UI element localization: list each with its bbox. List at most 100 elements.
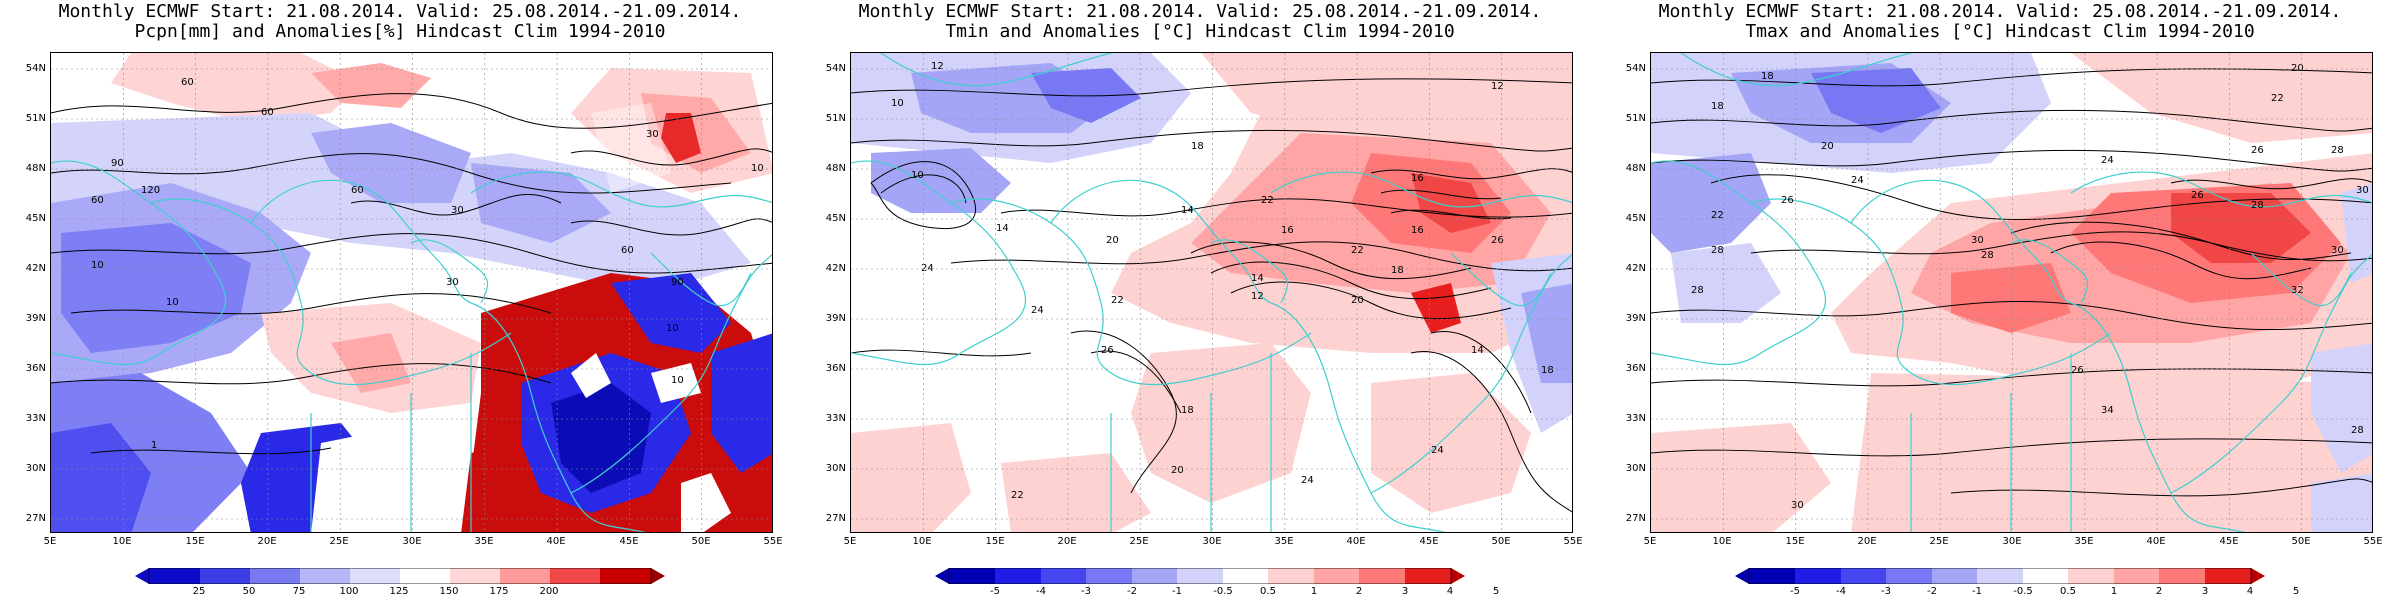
colorbar-label: -5 xyxy=(1790,586,1800,597)
contour-label: 24 xyxy=(1851,175,1864,186)
colorbar-swatch xyxy=(149,568,200,584)
contour-label: 30 xyxy=(1791,500,1804,511)
lat-label: 33N xyxy=(1625,413,1646,424)
lat-label: 42N xyxy=(825,263,846,274)
colorbar-swatch xyxy=(1223,568,1268,584)
contour-label: 18 xyxy=(1181,405,1194,416)
map-tmin: 12 10 12 10 14 16 18 22 14 20 16 22 24 2… xyxy=(850,52,1573,533)
lon-label: 45E xyxy=(2219,536,2239,547)
colorbar-label: 25 xyxy=(192,586,206,597)
contour-label: 16 xyxy=(1411,225,1424,236)
lon-label: 30E xyxy=(402,536,422,547)
lat-label: 36N xyxy=(1625,363,1646,374)
coastlines xyxy=(1651,53,2372,532)
colorbar-label: 75 xyxy=(292,586,306,597)
lon-label: 55E xyxy=(1563,536,1583,547)
lat-label: 39N xyxy=(1625,313,1646,324)
lat-label: 30N xyxy=(825,463,846,474)
anomaly-shading xyxy=(51,53,772,532)
contour-label: 24 xyxy=(1031,305,1044,316)
contour-label: 24 xyxy=(2101,155,2114,166)
contour-label: 22 xyxy=(1351,245,1364,256)
contour-label: 26 xyxy=(2071,365,2084,376)
contour-label: 20 xyxy=(1821,141,1834,152)
contour-label: 14 xyxy=(1471,345,1484,356)
lat-label: 27N xyxy=(25,513,46,524)
contour-label: 60 xyxy=(91,195,104,206)
contour-label: 22 xyxy=(1011,490,1024,501)
contour-label: 12 xyxy=(1491,81,1504,92)
coastlines xyxy=(851,53,1572,532)
lon-label: 5E xyxy=(1643,536,1657,547)
lon-label: 50E xyxy=(1491,536,1511,547)
grid-lines xyxy=(851,53,1572,532)
colorbar-svg xyxy=(135,568,665,584)
colorbar-arrow-left xyxy=(935,568,949,584)
colorbar-label: -3 xyxy=(1881,586,1891,597)
contour-label: 60 xyxy=(621,245,634,256)
colorbar-arrow-right xyxy=(651,568,665,584)
colorbar-swatch xyxy=(2114,568,2159,584)
lat-label: 54N xyxy=(1625,63,1646,74)
colorbar-swatch xyxy=(1405,568,1451,584)
coastlines xyxy=(51,160,772,532)
contour-label-group: 60 60 90 120 60 60 30 10 30 10 10 1 10 3… xyxy=(91,77,764,451)
lat-label: 45N xyxy=(1625,213,1646,224)
colorbar-label: 150 xyxy=(439,586,459,597)
colorbar-swatch xyxy=(1841,568,1886,584)
lat-label: 42N xyxy=(1625,263,1646,274)
colorbar xyxy=(135,568,665,584)
colorbar-label: 2 xyxy=(1355,586,1363,597)
lat-label: 54N xyxy=(25,63,46,74)
lat-label: 51N xyxy=(1625,113,1646,124)
lat-label: 39N xyxy=(825,313,846,324)
lat-label: 48N xyxy=(25,163,46,174)
colorbar-swatch xyxy=(1749,568,1795,584)
colorbar-label: -0.5 xyxy=(2013,586,2033,597)
contour-label: 30 xyxy=(2331,245,2344,256)
panel-tmax: Monthly ECMWF Start: 21.08.2014. Valid: … xyxy=(1600,0,2400,600)
colorbar-svg xyxy=(1735,568,2265,584)
colorbar-label: 200 xyxy=(539,586,559,597)
lat-label: 51N xyxy=(825,113,846,124)
lat-label: 39N xyxy=(25,313,46,324)
contour-label: 20 xyxy=(1106,235,1119,246)
contour-label: 20 xyxy=(1351,295,1364,306)
colorbar-swatch xyxy=(1314,568,1359,584)
contour-label: 90 xyxy=(111,158,124,169)
contour-label: 16 xyxy=(1411,173,1424,184)
contour-label: 10 xyxy=(671,375,684,386)
colorbar-label: 4 xyxy=(2246,586,2254,597)
panel-tmin: Monthly ECMWF Start: 21.08.2014. Valid: … xyxy=(800,0,1600,600)
lon-label: 45E xyxy=(619,536,639,547)
contour-label: 30 xyxy=(451,205,464,216)
colorbar-label: 50 xyxy=(242,586,256,597)
colorbar-label: 175 xyxy=(489,586,509,597)
panel-precipitation: Monthly ECMWF Start: 21.08.2014. Valid: … xyxy=(0,0,800,600)
anomaly-shading xyxy=(1651,53,2372,532)
colorbar-swatch xyxy=(350,568,400,584)
colorbar-label: 2 xyxy=(2155,586,2163,597)
lat-label: 54N xyxy=(825,63,846,74)
contour-label: 30 xyxy=(446,277,459,288)
contour-label: 20 xyxy=(2291,63,2304,74)
contour-label: 24 xyxy=(1431,445,1444,456)
map-canvas: 60 60 90 120 60 60 30 10 30 10 10 1 10 3… xyxy=(51,53,772,532)
lon-label: 30E xyxy=(2002,536,2022,547)
panel-title: Monthly ECMWF Start: 21.08.2014. Valid: … xyxy=(58,1,742,22)
lon-label: 25E xyxy=(1129,536,1149,547)
map-tmax: 18 20 22 18 20 24 26 28 30 22 24 26 28 3… xyxy=(1650,52,2373,533)
lat-label: 33N xyxy=(825,413,846,424)
lat-label: 30N xyxy=(25,463,46,474)
colorbar-swatch xyxy=(400,568,450,584)
contour-label: 26 xyxy=(2251,145,2264,156)
contour-label: 12 xyxy=(1251,291,1264,302)
colorbar-label: 0.5 xyxy=(1260,586,1276,597)
contour-label: 20 xyxy=(1171,465,1184,476)
colorbar-label: 5 xyxy=(2292,586,2300,597)
colorbar-swatch xyxy=(2205,568,2251,584)
lon-label: 10E xyxy=(912,536,932,547)
contour-label: 10 xyxy=(91,260,104,271)
lon-label: 50E xyxy=(691,536,711,547)
lon-label: 15E xyxy=(1785,536,1805,547)
